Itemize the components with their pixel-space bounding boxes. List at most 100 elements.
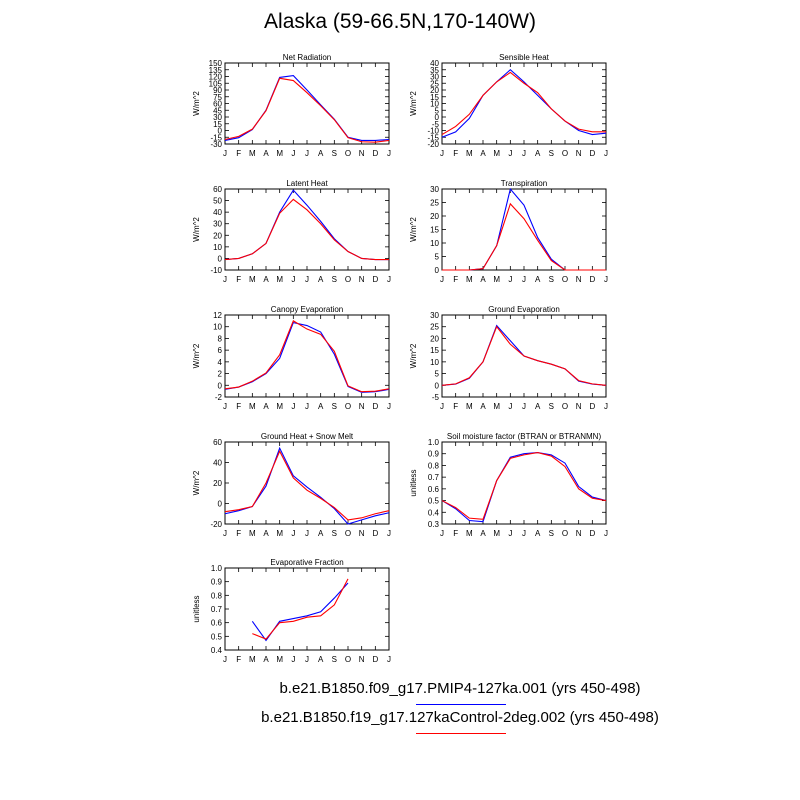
y-tick-label: 135	[209, 66, 223, 75]
x-tick-label: J	[387, 275, 391, 284]
y-axis-label: unitless	[192, 595, 201, 622]
series-line-run1	[224, 446, 390, 525]
x-tick-label: J	[305, 149, 309, 158]
x-tick-label: M	[249, 402, 256, 411]
y-tick-label: 20	[213, 231, 222, 240]
x-tick-label: A	[263, 275, 269, 284]
y-axis-label: W/m^2	[409, 91, 418, 116]
series-line-run2	[252, 578, 349, 640]
panel-title: Soil moisture factor (BTRAN or BTRANMN)	[447, 432, 602, 441]
y-axis-label: W/m^2	[192, 343, 201, 368]
y-tick-label: 1.0	[211, 564, 223, 573]
x-tick-label: A	[480, 529, 486, 538]
y-tick-label: 0	[435, 266, 440, 275]
y-tick-label: 15	[430, 346, 439, 355]
panel-title: Ground Evaporation	[488, 305, 560, 314]
y-tick-label: 0.9	[211, 578, 223, 587]
x-tick-label: N	[359, 149, 365, 158]
x-tick-label: J	[305, 655, 309, 664]
y-tick-label: 150	[209, 59, 223, 68]
series-line-run2	[442, 202, 606, 271]
x-tick-label: J	[291, 275, 295, 284]
x-tick-label: A	[480, 275, 486, 284]
x-tick-label: F	[236, 275, 241, 284]
x-tick-label: J	[604, 149, 608, 158]
x-tick-label: O	[562, 402, 568, 411]
x-tick-label: A	[263, 402, 269, 411]
y-tick-label: 10	[213, 323, 222, 332]
x-tick-label: O	[562, 529, 568, 538]
x-tick-label: M	[466, 402, 473, 411]
x-tick-label: S	[549, 275, 554, 284]
plot-frame	[224, 567, 390, 651]
y-tick-label: -30	[210, 140, 222, 149]
panel-title: Transpiration	[501, 179, 547, 188]
x-tick-label: M	[466, 529, 473, 538]
panel-8: Soil moisture factor (BTRAN or BTRANMN) u…	[409, 432, 608, 538]
series-line-run1	[442, 187, 606, 271]
y-tick-label: 20	[430, 334, 439, 343]
y-tick-label: 45	[213, 106, 222, 115]
y-tick-label: 8	[218, 334, 223, 343]
panel-title: Evaporative Fraction	[270, 558, 343, 567]
series-line-run1	[224, 189, 389, 261]
x-tick-label: J	[223, 529, 227, 538]
x-tick-label: A	[318, 402, 324, 411]
y-tick-label: 15	[213, 120, 222, 129]
y-tick-label: 60	[213, 185, 222, 194]
y-tick-label: 20	[213, 479, 222, 488]
x-tick-label: N	[359, 655, 365, 664]
y-axis-label: W/m^2	[409, 343, 418, 368]
y-tick-label: 40	[430, 59, 439, 68]
y-tick-label: -15	[210, 133, 222, 142]
x-tick-label: M	[493, 275, 500, 284]
panel-title: Net Radiation	[283, 53, 331, 62]
x-tick-label: J	[387, 402, 391, 411]
y-tick-label: 10	[430, 239, 439, 248]
y-tick-label: 0.4	[211, 646, 223, 655]
plot-frame	[224, 441, 390, 525]
y-tick-label: 2	[218, 370, 223, 379]
x-tick-label: F	[236, 149, 241, 158]
y-tick-label: 40	[213, 459, 222, 468]
y-tick-label: -20	[210, 520, 222, 529]
x-tick-label: M	[493, 149, 500, 158]
y-tick-label: 0.7	[211, 605, 223, 614]
x-tick-label: D	[589, 149, 595, 158]
y-tick-label: 0	[218, 381, 223, 390]
x-tick-label: J	[223, 402, 227, 411]
x-tick-label: M	[276, 655, 283, 664]
series-line-run2	[441, 451, 607, 520]
x-tick-label: A	[263, 529, 269, 538]
x-tick-label: A	[535, 529, 541, 538]
y-tick-label: 75	[213, 93, 222, 102]
plot-frame	[441, 441, 607, 525]
x-tick-label: J	[440, 149, 444, 158]
y-tick-label: 10	[213, 243, 222, 252]
x-tick-label: F	[453, 402, 458, 411]
x-tick-label: J	[223, 655, 227, 664]
legend-line-run1	[416, 704, 506, 705]
x-tick-label: M	[249, 275, 256, 284]
x-tick-label: M	[276, 275, 283, 284]
x-tick-label: J	[522, 402, 526, 411]
x-tick-label: J	[522, 149, 526, 158]
y-tick-label: 12	[213, 311, 222, 320]
panel-2: Sensible HeatW/m^2-20-15-10-505101520253…	[409, 53, 608, 158]
y-tick-label: -5	[432, 393, 440, 402]
x-tick-label: J	[291, 149, 295, 158]
x-tick-label: O	[345, 402, 351, 411]
y-tick-label: 0	[218, 127, 223, 136]
y-tick-label: -20	[427, 140, 439, 149]
x-tick-label: J	[604, 402, 608, 411]
x-tick-label: A	[263, 149, 269, 158]
y-tick-label: 0.6	[428, 485, 440, 494]
x-tick-label: J	[291, 402, 295, 411]
x-tick-label: O	[562, 149, 568, 158]
y-tick-label: 60	[213, 438, 222, 447]
y-tick-label: 90	[213, 86, 222, 95]
x-tick-label: A	[318, 655, 324, 664]
y-tick-label: 1.0	[428, 438, 440, 447]
